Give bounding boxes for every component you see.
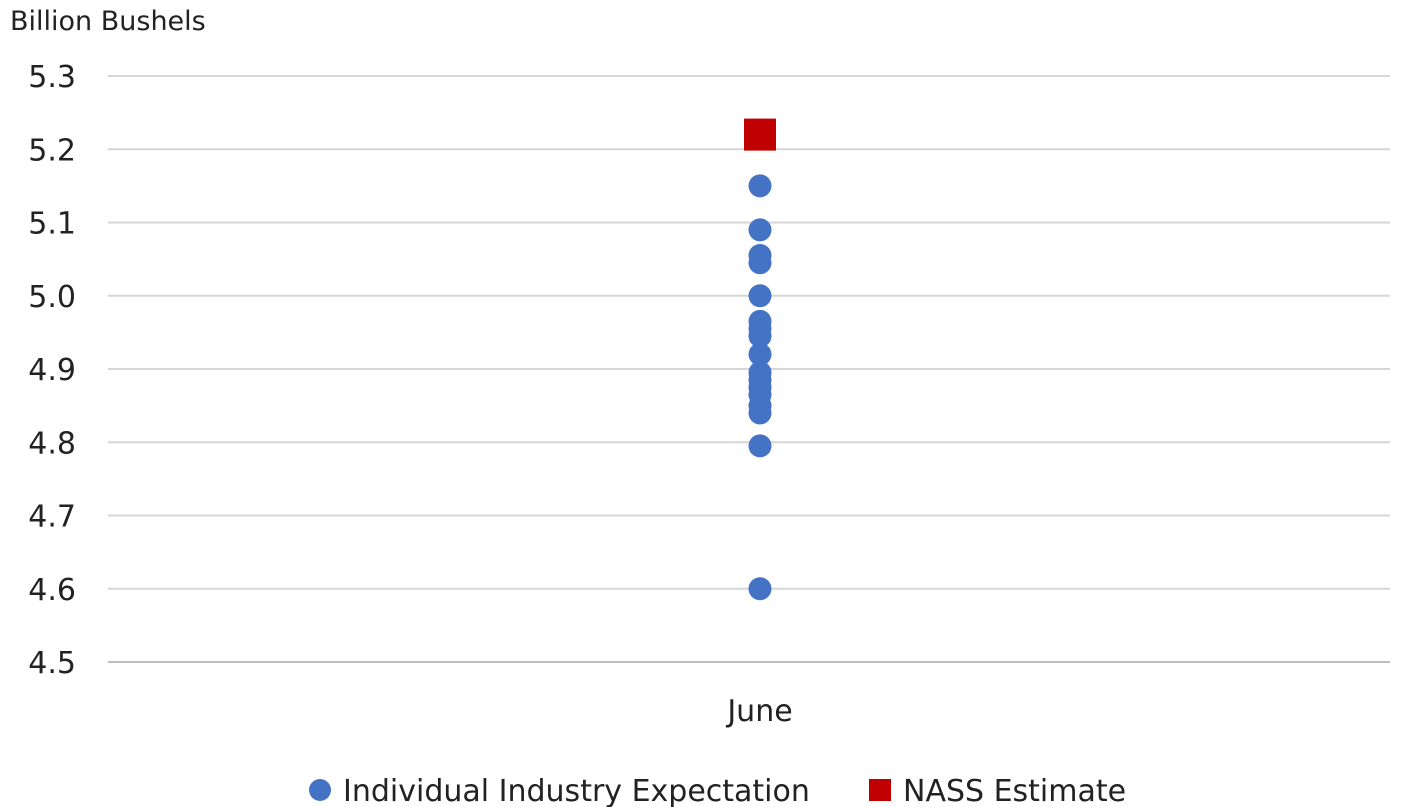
y-tick-label: 4.8 [28, 426, 76, 461]
y-tick-label: 4.5 [28, 646, 76, 681]
data-markers [744, 118, 776, 601]
y-tick-label: 4.7 [28, 500, 76, 535]
y-tick-labels: 4.5 4.6 4.7 4.8 4.9 5.0 5.1 5.2 5.3 [28, 60, 76, 681]
industry-expectation-point [748, 434, 772, 458]
x-tick-label: June [725, 694, 792, 729]
industry-expectation-point [748, 174, 772, 198]
y-tick-label: 4.9 [28, 353, 76, 388]
x-category-labels: June [725, 694, 792, 729]
industry-expectation-point [748, 342, 772, 366]
legend-label: NASS Estimate [903, 774, 1126, 807]
industry-expectation-point [748, 218, 772, 242]
legend: Individual Industry Expectation NASS Esti… [309, 774, 1126, 807]
y-tick-label: 5.0 [28, 280, 76, 315]
y-tick-label: 4.6 [28, 573, 76, 608]
industry-expectation-point [748, 401, 772, 425]
nass-estimate-marker [744, 118, 776, 151]
industry-expectation-point [748, 284, 772, 308]
legend-square-icon [869, 779, 891, 801]
gridlines [108, 75, 1390, 663]
legend-circle-icon [309, 779, 331, 801]
industry-expectation-point [748, 324, 772, 348]
industry-expectation-point [748, 251, 772, 275]
legend-label: Individual Industry Expectation [343, 774, 810, 807]
y-tick-label: 5.2 [28, 133, 76, 168]
industry-expectation-point [748, 577, 772, 601]
y-axis-label: Billion Bushels [10, 6, 206, 37]
y-tick-label: 5.3 [28, 60, 76, 95]
y-tick-label: 5.1 [28, 207, 76, 242]
